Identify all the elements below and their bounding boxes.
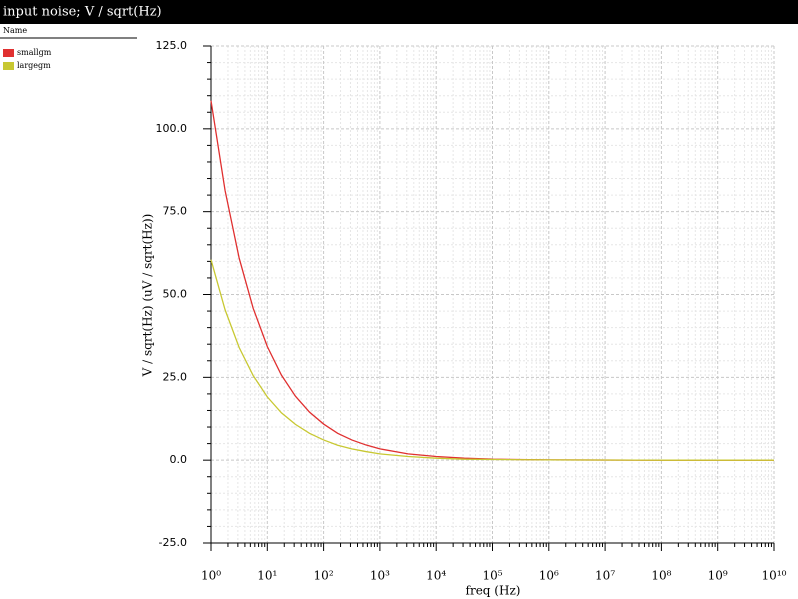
- x-tick-label: 10¹: [257, 569, 277, 583]
- x-tick-label: 10⁵: [482, 569, 502, 583]
- legend-swatch: [3, 49, 14, 57]
- title-bar: [0, 0, 798, 24]
- legend-label: smallgm: [17, 48, 52, 57]
- y-tick-label: 125.0: [156, 39, 188, 52]
- y-axis-label: V / sqrt(Hz) (uV / sqrt(Hz)): [141, 214, 155, 378]
- x-tick-label: 10⁹: [708, 569, 728, 583]
- y-tick-label: 25.0: [163, 370, 188, 383]
- x-tick-label: 10³: [370, 569, 390, 583]
- x-tick-label: 10²: [314, 569, 334, 583]
- legend-header: Name: [3, 26, 27, 35]
- series-line: [210, 259, 774, 461]
- x-tick-label: 10⁸: [651, 569, 671, 583]
- x-tick-label: 10⁶: [539, 569, 559, 583]
- legend-label: largegm: [17, 61, 51, 70]
- x-tick-label: 10¹⁰: [762, 569, 787, 583]
- x-tick-label: 10⁴: [426, 569, 446, 583]
- x-tick-label: 10⁰: [201, 569, 221, 583]
- y-tick-label: 50.0: [163, 288, 188, 301]
- y-tick-label: -25.0: [159, 536, 187, 549]
- x-tick-label: 10⁷: [595, 569, 615, 583]
- x-axis-label: freq (Hz): [466, 584, 521, 598]
- y-tick-label: 0.0: [170, 453, 188, 466]
- y-tick-label: 100.0: [156, 122, 188, 135]
- window-title: input noise; V / sqrt(Hz): [3, 5, 162, 20]
- legend-swatch: [3, 62, 14, 70]
- y-tick-label: 75.0: [163, 205, 188, 218]
